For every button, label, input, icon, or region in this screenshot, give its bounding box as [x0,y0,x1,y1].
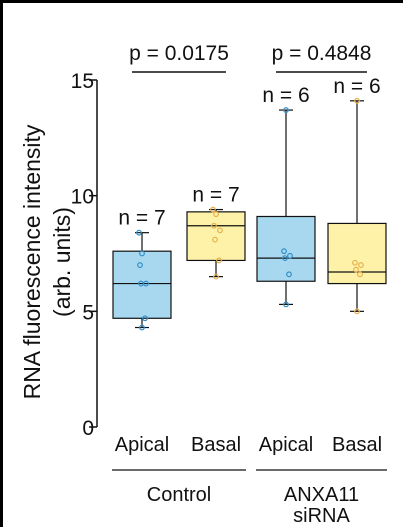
p-value-label: p = 0.4848 [272,42,372,65]
x-tick-label: Apical [259,434,313,456]
box-iqr [112,250,172,319]
data-point [358,262,364,268]
data-point [354,308,360,315]
n-label: n = 7 [118,207,165,230]
data-point [283,301,289,308]
group-label-line2: siRNA [293,505,350,527]
group-label: Control [147,484,211,506]
y-ticks: 0 5 10 15 [71,70,97,440]
data-point [212,236,218,243]
data-point [353,266,359,273]
n-label: n = 6 [262,84,309,107]
data-point [283,107,289,113]
data-point [143,280,149,287]
data-point [210,206,216,213]
n-label: n = 6 [333,75,380,98]
data-point [281,248,287,255]
y-axis-label-line2: (arb. units) [49,207,75,317]
p-value-label: p = 0.0175 [129,42,229,65]
data-point [352,259,358,266]
data-point [142,315,148,322]
data-point [286,271,292,278]
data-point [287,252,293,259]
comparison-brackets: p = 0.0175 p = 0.4848 [129,42,372,73]
data-point [137,262,143,268]
x-tick-label: Basal [191,434,241,456]
box-1: n = 7 [186,184,246,280]
data-point [139,324,145,331]
data-point [216,257,222,264]
x-tick-label: Apical [115,434,169,456]
data-point [354,97,360,104]
box-iqr [186,211,246,262]
data-point [211,222,217,229]
box-3: n = 6 [327,75,387,315]
y-axis-label-line1: RNA fluorescence intensity [19,124,45,399]
box-2: n = 6 [256,84,316,308]
y-tick-label: 0 [82,417,94,440]
data-point [282,255,288,262]
data-point [217,227,223,234]
data-point [213,211,219,218]
box-iqr [256,215,316,282]
data-point [357,271,363,278]
data-point [136,229,142,236]
n-label: n = 7 [192,184,239,207]
box-0: n = 7 [112,207,172,331]
y-axis-label: RNA fluorescence intensity (arb. units) [19,124,75,399]
y-tick-label: 5 [82,301,94,324]
boxes: n = 7 n = 7 n = 6 n = 6 [112,75,387,331]
data-point [213,273,219,280]
group-label: ANXA11 [284,484,359,506]
x-tick-label: Basal [332,434,382,456]
y-tick-label: 15 [71,70,94,93]
data-point [139,250,145,257]
y-tick-label: 10 [71,186,94,209]
x-tick-labels: Apical Basal Apical Basal [115,434,382,456]
box-iqr [327,222,387,285]
